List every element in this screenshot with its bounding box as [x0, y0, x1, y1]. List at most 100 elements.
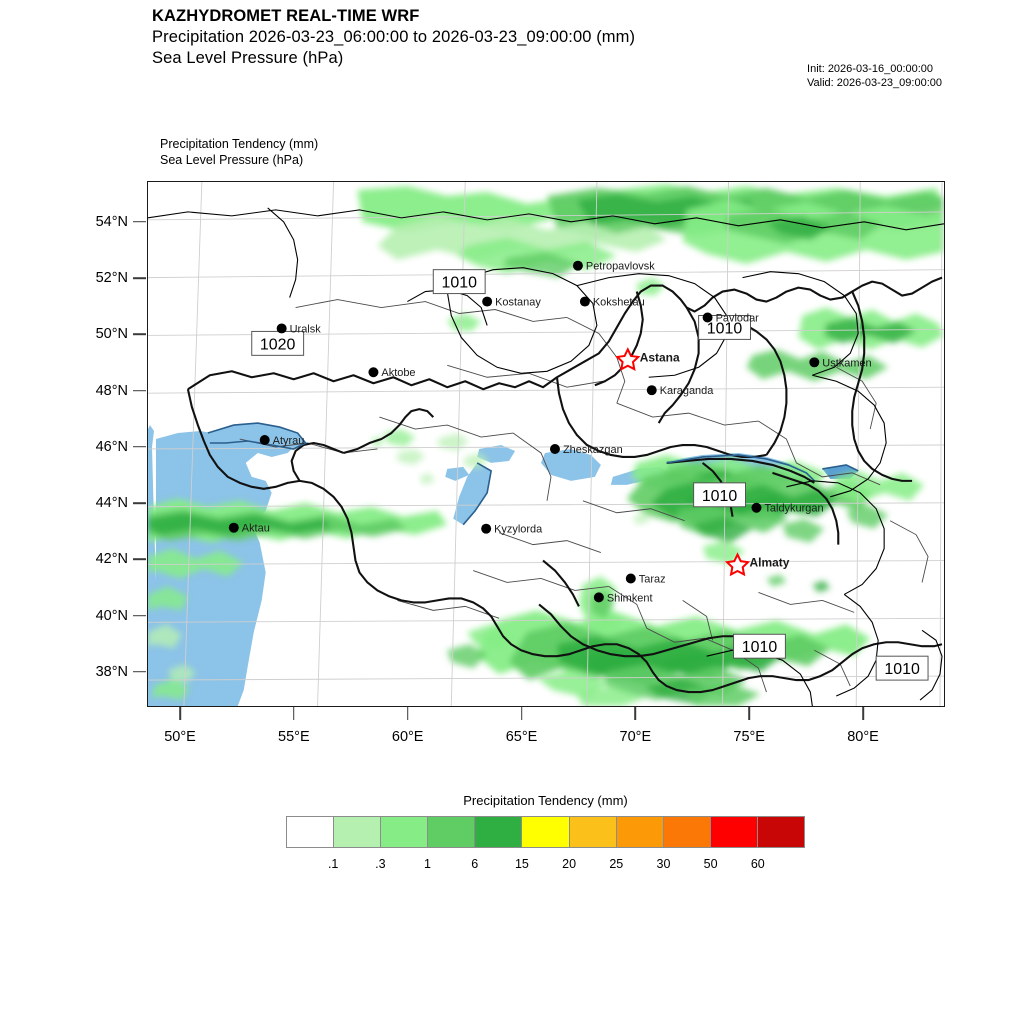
latitude-label: 46°N [95, 438, 128, 455]
latitude-label: 50°N [95, 326, 128, 343]
colorbar-swatches [286, 816, 805, 848]
colorbar-segment [616, 817, 664, 847]
field-caption: Precipitation Tendency (mm) Sea Level Pr… [160, 136, 318, 168]
init-valid-block: Init: 2026-03-16_00:00:00 Valid: 2026-03… [807, 62, 942, 90]
precipitation-field [148, 183, 944, 706]
field-caption-slp: Sea Level Pressure (hPa) [160, 153, 304, 167]
city-marker: Kostanay [482, 297, 541, 309]
colorbar-tick-label: 50 [703, 857, 718, 871]
latitude-label: 44°N [95, 495, 128, 512]
city-marker: Taldykurgan [751, 503, 824, 515]
svg-text:Aktau: Aktau [242, 523, 270, 535]
map-canvas: 1010 1020 1010 1010 1010 [148, 182, 944, 706]
longitude-label: 50°E [164, 729, 196, 745]
longitude-label: 80°E [847, 729, 879, 745]
city-marker: Shimkent [593, 592, 653, 604]
longitude-label: 55°E [278, 729, 310, 745]
header-title-block: KAZHYDROMET REAL-TIME WRF Precipitation … [152, 6, 852, 69]
colorbar-segment [475, 817, 523, 847]
colorbar-segment [334, 817, 382, 847]
city-marker: Taraz [625, 573, 666, 585]
city-marker: Atyrau [259, 435, 304, 447]
longitude-tick [862, 707, 864, 720]
isobar-label: 1010 [875, 655, 929, 681]
svg-text:1010: 1010 [884, 661, 920, 678]
colorbar-tick-label: .3 [375, 857, 386, 871]
svg-text:Shimkent: Shimkent [607, 592, 653, 604]
colorbar-segment [287, 817, 335, 847]
city-marker: Zheskazgan [549, 444, 623, 456]
isobar-contours [148, 207, 944, 706]
svg-text:1010: 1010 [707, 320, 743, 337]
colorbar-tick-label: 20 [562, 857, 577, 871]
svg-text:Karaganda: Karaganda [660, 385, 715, 397]
svg-text:Pavlodar: Pavlodar [716, 312, 760, 324]
latitude-tick [133, 389, 146, 392]
colorbar-segment [710, 817, 758, 847]
city-marker: Aktobe [368, 367, 416, 379]
svg-text:Taldykurgan: Taldykurgan [764, 503, 823, 515]
latitude-tick [133, 502, 146, 504]
latitude-tick [133, 671, 146, 673]
svg-text:Taraz: Taraz [639, 573, 666, 585]
colorbar-segment [428, 817, 476, 847]
weather-map[interactable]: 1010 1020 1010 1010 1010 [147, 181, 945, 707]
colorbar-tick-label: 25 [609, 857, 624, 871]
longitude-label: 70°E [619, 729, 652, 745]
colorbar-segment [663, 817, 711, 847]
capital-marker-astana: Astana [615, 347, 680, 372]
colorbar-segment [381, 817, 429, 847]
city-markers: Petropavlovsk Kostanay Kokshetau Pavloda… [228, 261, 872, 604]
latitude-label: 54°N [95, 213, 128, 230]
longitude-label: 75°E [733, 729, 765, 745]
field-caption-precip: Precipitation Tendency (mm) [160, 137, 319, 151]
latitude-label: 40°N [95, 607, 128, 624]
colorbar-legend: Precipitation Tendency (mm) .1 .3 1 6 15 20 25… [286, 793, 805, 879]
longitude-axis: 50°E 55°E 60°E 65°E 70°E 75°E 80°E [147, 707, 945, 753]
city-marker: Petropavlovsk [572, 261, 655, 273]
init-time: Init: 2026-03-16_00:00:00 [807, 63, 934, 75]
svg-text:Zheskazgan: Zheskazgan [563, 444, 623, 456]
subtitle-precipitation: Precipitation 2026-03-23_06:00:00 to 202… [152, 28, 636, 46]
svg-text:Astana: Astana [640, 350, 680, 364]
latitude-label: 42°N [95, 551, 128, 568]
city-marker: Karaganda [646, 385, 715, 397]
svg-text:Almaty: Almaty [749, 556, 789, 570]
latitude-tick [133, 446, 146, 448]
colorbar-tick-label: 6 [471, 857, 479, 871]
isobar-label-group: 1010 1020 1010 1010 1010 [251, 269, 929, 681]
colorbar-segment [569, 817, 617, 847]
colorbar-tick-label: 15 [514, 857, 529, 871]
city-marker: Kyzylorda [481, 524, 543, 536]
colorbar-title: Precipitation Tendency (mm) [463, 793, 628, 808]
latitude-label: 52°N [95, 270, 128, 287]
isobar-label: 1010 [733, 633, 786, 659]
longitude-label: 60°E [391, 729, 424, 745]
latitude-tick [133, 333, 146, 336]
page-title: KAZHYDROMET REAL-TIME WRF [152, 7, 420, 25]
longitude-label: 65°E [505, 729, 538, 745]
latitude-label: 48°N [95, 382, 128, 399]
colorbar-segment [757, 817, 805, 847]
svg-text:Uralsk: Uralsk [290, 323, 322, 335]
svg-text:Ustkamen: Ustkamen [822, 357, 871, 369]
svg-text:1010: 1010 [742, 639, 778, 656]
subtitle-sea-level-pressure: Sea Level Pressure (hPa) [152, 49, 344, 67]
longitude-tick [634, 707, 637, 720]
isobar-label: 1010 [432, 269, 486, 295]
svg-text:1020: 1020 [260, 336, 296, 353]
city-marker: Uralsk [276, 323, 322, 335]
longitude-tick [520, 707, 523, 720]
colorbar-tick-label: 30 [656, 857, 671, 871]
colorbar-tick-label: 60 [750, 857, 765, 871]
longitude-tick [748, 707, 750, 720]
colorbar-tick-label: .1 [327, 857, 339, 871]
isobar-label: 1010 [698, 314, 751, 340]
isobar-label: 1010 [693, 482, 746, 508]
longitude-tick [293, 707, 295, 720]
latitude-tick [133, 277, 146, 279]
colorbar-tick-label: 1 [424, 857, 432, 871]
isobar-label: 1020 [251, 330, 305, 356]
city-marker: Kokshetau [579, 297, 645, 309]
city-marker: Pavlodar [702, 312, 760, 324]
